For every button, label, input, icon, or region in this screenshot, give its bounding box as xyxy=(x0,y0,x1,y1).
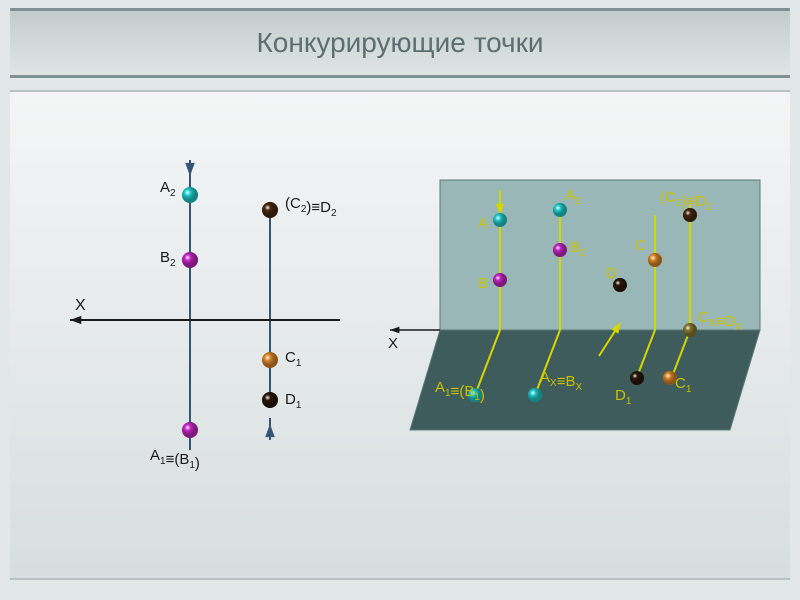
right-pt-AxBx xyxy=(528,388,542,402)
right-pt-D1r xyxy=(630,371,644,385)
slide: Конкурирующие точки X A2 B2 (C2)≡D2 C1 D1 A1≡(… xyxy=(0,0,800,600)
right-pt-A xyxy=(493,213,507,227)
page-title: Конкурирующие точки xyxy=(256,27,543,59)
plane-back xyxy=(440,180,760,330)
plane-front xyxy=(410,330,760,430)
left-lbl-B2: B2 xyxy=(160,249,176,269)
left-arrow-down xyxy=(185,163,195,176)
right-lbl-B: B xyxy=(478,275,488,292)
left-lbl-C1: C1 xyxy=(285,349,302,369)
left-pt-C1 xyxy=(262,352,278,368)
left-lbl-D1: D1 xyxy=(285,391,302,411)
right-pt-B xyxy=(493,273,507,287)
right-lbl-A: A xyxy=(478,215,488,232)
left-pt-D1 xyxy=(262,392,278,408)
left-lbl-A2: A2 xyxy=(160,179,176,199)
right-pt-B2r xyxy=(553,243,567,257)
left-pt-B2 xyxy=(182,252,198,268)
left-pt-C2D2 xyxy=(262,202,278,218)
title-band: Конкурирующие точки xyxy=(10,8,790,78)
right-pt-A2r xyxy=(553,203,567,217)
left-x-axis-arrow xyxy=(70,316,81,324)
left-x-label: X xyxy=(75,297,86,314)
right-pt-C2D2r xyxy=(683,208,697,222)
right-pt-CxDx xyxy=(683,323,697,337)
left-lbl-C2D2: (C2)≡D2 xyxy=(285,195,337,219)
right-x-label: X xyxy=(388,335,398,352)
diagram-svg: XA2B2(C2)≡D2C1D1A1≡(B1)XABA2B2A1≡(B1)AX≡… xyxy=(10,90,790,570)
left-pt-A2 xyxy=(182,187,198,203)
left-lbl-A1B1: A1≡(B1) xyxy=(150,447,200,472)
right-pt-C xyxy=(648,253,662,267)
right-lbl-C: C xyxy=(635,237,646,254)
right-x-axis-arrow xyxy=(390,327,399,334)
left-pt-A1B1 xyxy=(182,422,198,438)
right-lbl-D: D xyxy=(606,265,617,282)
